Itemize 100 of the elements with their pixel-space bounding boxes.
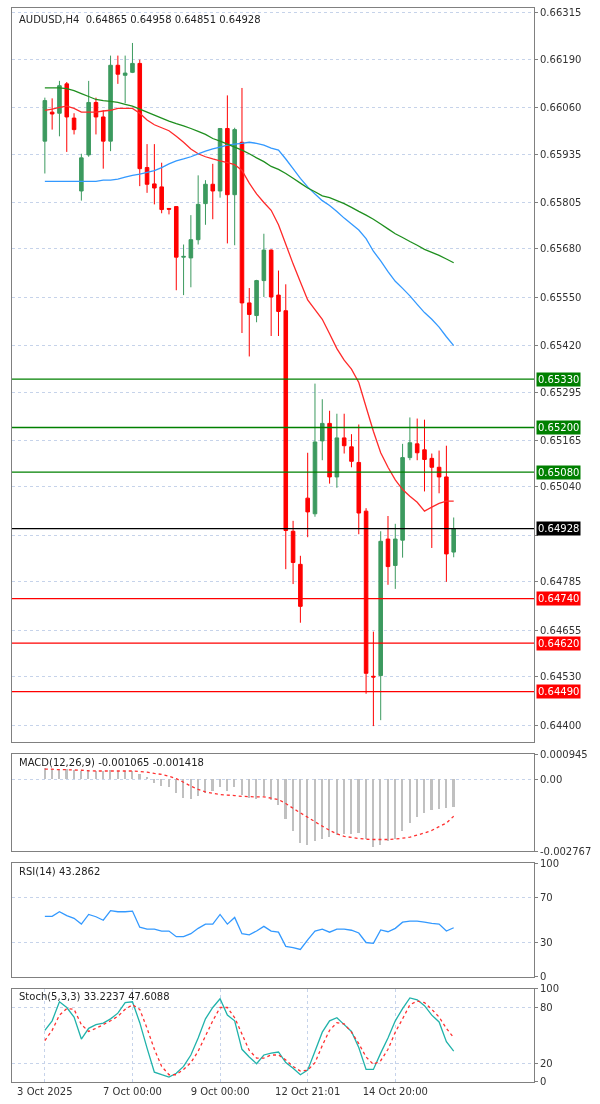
y-tick-label: 0.64400 xyxy=(540,719,582,731)
ref-line-label: 0.65200 xyxy=(538,422,580,433)
y-tick-label: 0.65040 xyxy=(540,481,582,493)
candlestick xyxy=(71,112,77,135)
y-tick-label: 0.000945 xyxy=(540,748,588,760)
bar xyxy=(387,779,389,842)
candlestick xyxy=(305,452,310,538)
candlestick xyxy=(64,81,70,153)
line-series xyxy=(44,909,455,951)
candlestick xyxy=(79,153,84,202)
bar xyxy=(394,779,396,840)
bar xyxy=(423,779,425,814)
y-tick-label: -0.002767 xyxy=(540,845,592,857)
candlestick xyxy=(115,55,121,85)
bar xyxy=(350,779,352,835)
y-tick-label: 80 xyxy=(540,1001,553,1013)
candlestick xyxy=(400,443,405,559)
y-tick-label: 70 xyxy=(540,891,553,903)
bar xyxy=(226,779,228,792)
y-tick-label: 0.65805 xyxy=(540,197,582,208)
candlestick xyxy=(276,270,281,337)
bar xyxy=(219,779,221,788)
bar xyxy=(343,779,345,835)
candlestick xyxy=(188,214,194,288)
candlestick xyxy=(385,515,391,586)
bar xyxy=(58,770,60,780)
candlestick xyxy=(246,287,252,357)
candlestick xyxy=(349,433,354,468)
ref-line-label: 0.64740 xyxy=(538,593,580,604)
bar xyxy=(336,779,338,836)
candlestick xyxy=(378,530,383,721)
y-tick-label: 0.65550 xyxy=(540,291,582,303)
candlestick xyxy=(429,453,435,549)
candlestick xyxy=(407,416,413,461)
y-tick-label: 0.64530 xyxy=(540,671,582,683)
y-tick-label: 0.00 xyxy=(540,773,563,785)
bar xyxy=(277,779,279,806)
y-tick-label: 100 xyxy=(540,983,560,995)
y-tick-label: 0.65295 xyxy=(540,386,582,398)
candlestick xyxy=(203,179,208,226)
bar xyxy=(292,779,294,832)
candlestick xyxy=(341,413,347,455)
bar xyxy=(102,771,104,780)
bar xyxy=(409,779,411,824)
candlestick xyxy=(319,398,325,461)
y-tick-label: 0.65420 xyxy=(540,340,582,352)
candlestick xyxy=(444,445,449,583)
bar xyxy=(51,769,53,780)
candlestick xyxy=(451,516,456,558)
x-tick-label: 12 Oct 21:01 xyxy=(275,1086,341,1097)
bar xyxy=(109,770,111,780)
y-tick-label: 0.64655 xyxy=(540,624,582,636)
bar xyxy=(182,779,184,799)
candlestick xyxy=(334,413,340,489)
bar xyxy=(306,779,308,846)
candlestick xyxy=(152,143,157,205)
y-tick-label: 0.66190 xyxy=(540,53,582,65)
y-tick-label: 0.66315 xyxy=(540,7,582,19)
y-tick-label: 0.65935 xyxy=(540,148,582,160)
bar xyxy=(321,779,323,840)
candlestick xyxy=(422,419,427,492)
bar xyxy=(438,779,440,810)
x-tick-label: 9 Oct 00:00 xyxy=(190,1086,250,1097)
candlestick xyxy=(254,279,259,323)
bar xyxy=(44,768,46,780)
candlestick xyxy=(122,55,128,104)
ref-line-label: 0.64620 xyxy=(538,638,580,649)
candlestick xyxy=(239,87,245,334)
bar xyxy=(401,779,403,832)
candlestick xyxy=(93,97,99,135)
candlestick xyxy=(393,523,398,590)
bar xyxy=(416,779,418,818)
bar xyxy=(190,779,192,800)
candlestick xyxy=(356,424,362,535)
bar xyxy=(95,771,97,780)
candlestick xyxy=(173,206,179,291)
y-tick-label: 0 xyxy=(540,971,547,983)
y-tick-label: 0.65680 xyxy=(540,243,582,255)
candlestick xyxy=(195,174,201,246)
bar xyxy=(314,779,316,842)
bar xyxy=(372,779,374,848)
bar xyxy=(146,777,148,780)
candlestick xyxy=(225,94,230,244)
x-tick-label: 3 Oct 2025 xyxy=(17,1086,73,1097)
line-series xyxy=(44,105,455,512)
bar xyxy=(168,779,170,788)
ref-line-label: 0.65330 xyxy=(538,374,580,385)
candlestick xyxy=(312,383,318,518)
y-tick-label: 0.65165 xyxy=(540,435,582,447)
bar xyxy=(175,779,177,794)
chart-title: Stoch(5,3,3) 33.2237 47.6088 xyxy=(19,991,170,1002)
candlestick xyxy=(86,80,91,158)
bar xyxy=(365,779,367,840)
candlestick xyxy=(290,520,296,585)
candlestick xyxy=(137,59,143,187)
y-tick-label: 100 xyxy=(540,857,560,869)
bar xyxy=(270,779,272,801)
candlestick xyxy=(210,163,216,220)
bar xyxy=(211,779,214,792)
candlestick xyxy=(57,80,62,137)
